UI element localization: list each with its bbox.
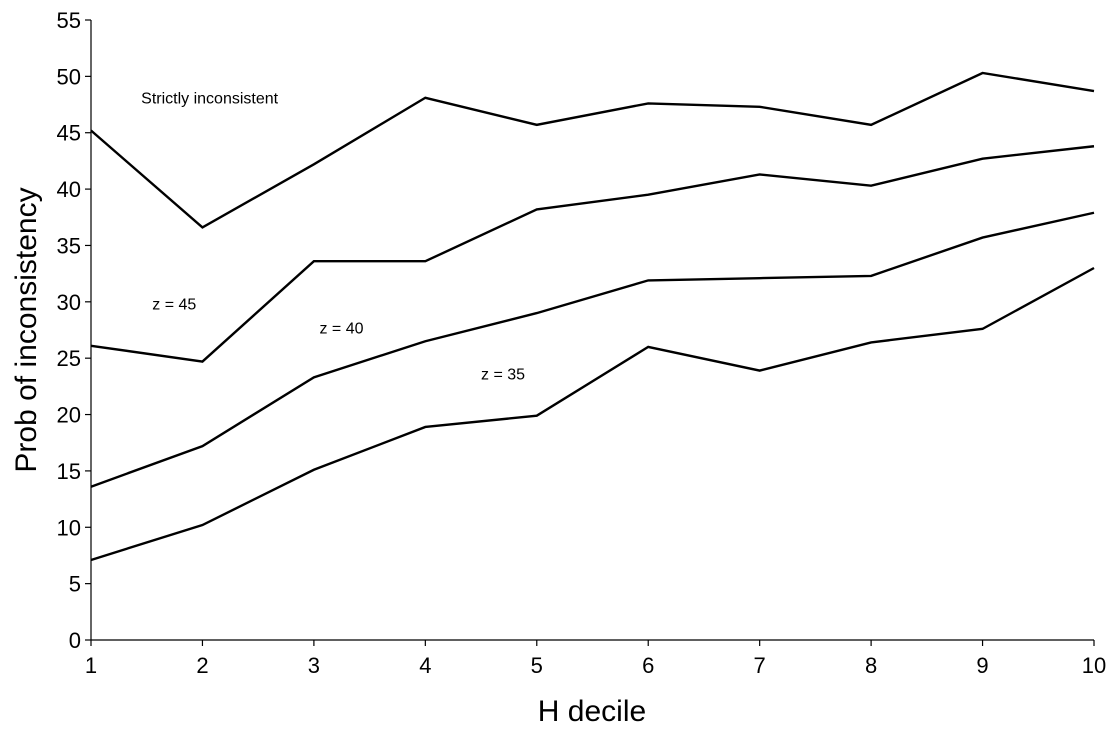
x-tick-label: 10 bbox=[1082, 653, 1106, 678]
annotation-z-35: z = 35 bbox=[481, 367, 525, 384]
series-line-z-40 bbox=[90, 211, 1095, 488]
x-tick-label: 7 bbox=[754, 653, 766, 678]
series-line-strictly-inconsistent bbox=[90, 71, 1095, 229]
y-tick-label: 5 bbox=[69, 572, 81, 597]
y-tick-label: 45 bbox=[57, 121, 81, 146]
x-axis: 1 2 3 4 5 6 7 8 9 10 bbox=[85, 639, 1106, 678]
x-tick-label: 2 bbox=[196, 653, 208, 678]
annotation-strictly-inconsistent: Strictly inconsistent bbox=[141, 90, 278, 107]
y-tick-label: 10 bbox=[57, 515, 81, 540]
y-tick-label: 55 bbox=[57, 8, 81, 33]
x-tick-label: 4 bbox=[419, 653, 431, 678]
x-tick-label: 5 bbox=[531, 653, 543, 678]
y-tick-label: 20 bbox=[57, 403, 81, 428]
y-tick-label: 25 bbox=[57, 346, 81, 371]
annotation-z-40: z = 40 bbox=[319, 320, 363, 337]
series-line-z-35 bbox=[90, 266, 1095, 562]
series-lines bbox=[90, 71, 1095, 562]
y-axis: 0 5 10 15 20 25 30 35 40 45 50 55 bbox=[57, 8, 92, 653]
x-tick-label: 3 bbox=[308, 653, 320, 678]
y-tick-label: 0 bbox=[69, 628, 81, 653]
y-tick-label: 15 bbox=[57, 459, 81, 484]
x-tick-label: 1 bbox=[85, 653, 97, 678]
annotation-z-45: z = 45 bbox=[152, 297, 196, 314]
x-tick-label: 6 bbox=[642, 653, 654, 678]
y-tick-label: 35 bbox=[57, 233, 81, 258]
y-axis-title: Prob of inconsistency bbox=[10, 187, 43, 472]
y-tick-label: 40 bbox=[57, 177, 81, 202]
x-axis-title: H decile bbox=[538, 695, 646, 728]
x-tick-label: 9 bbox=[976, 653, 988, 678]
y-tick-label: 30 bbox=[57, 290, 81, 315]
y-tick-label: 50 bbox=[57, 64, 81, 89]
x-tick-label: 8 bbox=[865, 653, 877, 678]
annotations: Strictly inconsistent z = 45 z = 40 z = 35 bbox=[141, 90, 525, 383]
series-line-z-45 bbox=[90, 145, 1095, 363]
